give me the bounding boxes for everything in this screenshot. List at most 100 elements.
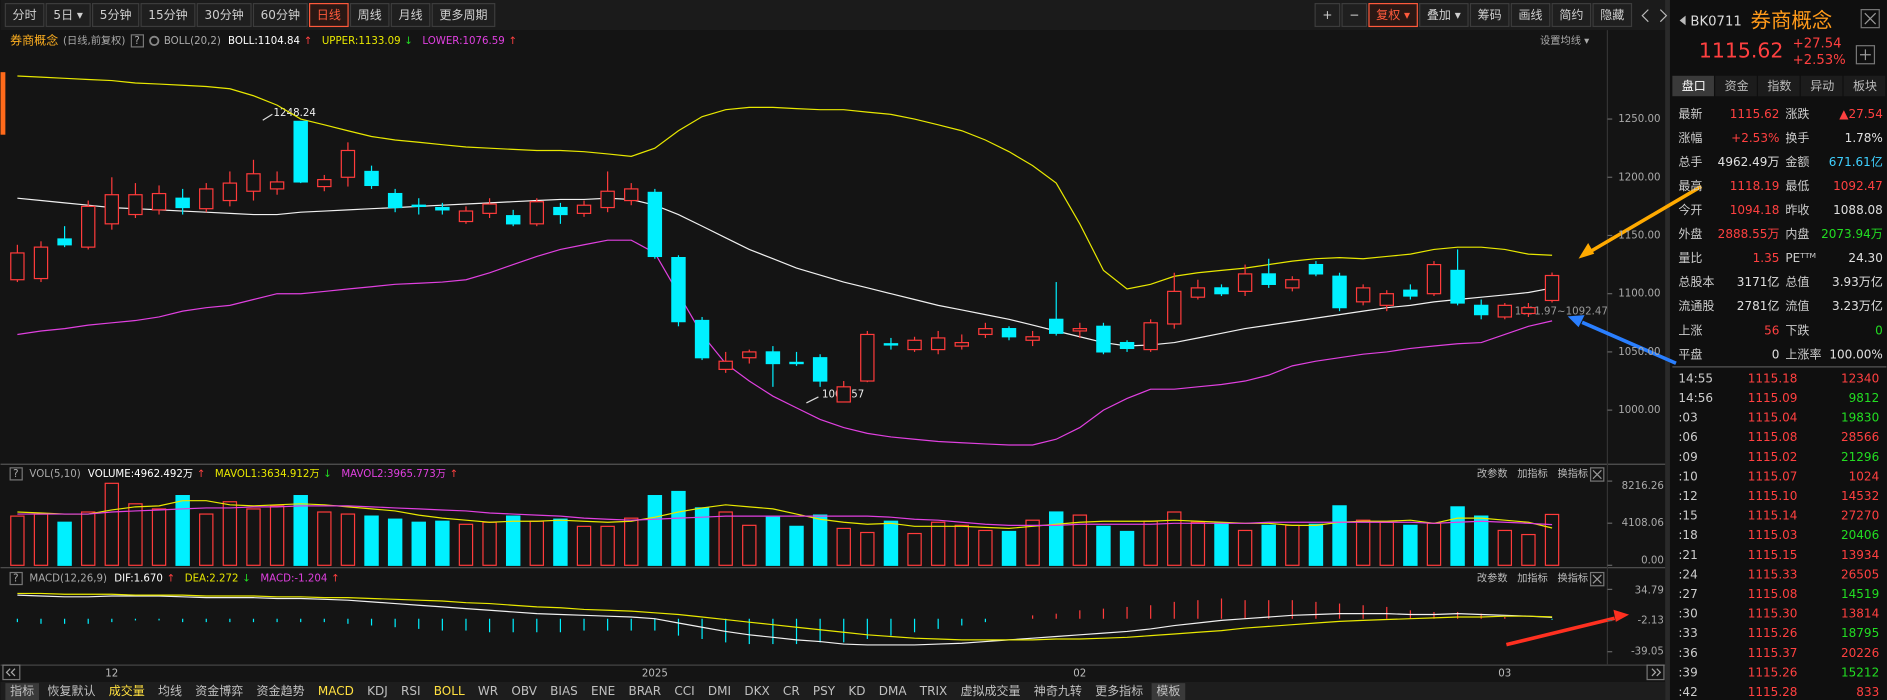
candle-body <box>293 120 308 183</box>
indicator-tab[interactable]: BOLL <box>434 684 465 698</box>
indicator-tab[interactable]: 神奇九转 <box>1034 683 1082 698</box>
panel-button[interactable]: 改参数 <box>1477 572 1508 585</box>
tool-button[interactable]: 简约 <box>1559 7 1583 22</box>
panel-button[interactable]: 加指标 <box>1517 467 1548 480</box>
panel-close[interactable] <box>1589 467 1605 482</box>
indicator-tab[interactable]: CCI <box>674 684 694 698</box>
panel-tab-label[interactable]: 指数 <box>1767 78 1791 93</box>
tool-button-frame[interactable] <box>1551 3 1592 28</box>
period-button-frame[interactable] <box>91 3 140 28</box>
panel-tab-label[interactable]: 异动 <box>1810 79 1834 93</box>
panel-tab[interactable] <box>1800 75 1843 97</box>
indicator-tab[interactable]: MACD <box>318 684 354 698</box>
indicator-tab[interactable]: TRIX <box>919 684 947 698</box>
settings-gear[interactable] <box>149 35 160 47</box>
indicator-tab[interactable]: 资金博弈 <box>195 683 243 698</box>
panel-tab-label[interactable]: 盘口 <box>1682 78 1706 93</box>
period-button[interactable]: 日线 <box>317 8 341 22</box>
indicator-tab[interactable]: PSY <box>813 684 836 698</box>
panel-close[interactable] <box>1589 571 1605 587</box>
tool-button-frame[interactable] <box>1419 3 1469 28</box>
tool-button[interactable]: 筹码 <box>1478 8 1502 22</box>
indicator-tab[interactable]: ENE <box>591 684 615 698</box>
toolbar-arrows[interactable] <box>1641 9 1668 23</box>
indicator-tab[interactable]: RSI <box>401 684 421 698</box>
indicator-tab[interactable]: BIAS <box>550 684 578 698</box>
settings-menu[interactable]: 设置均线 ▾ <box>1540 34 1590 47</box>
panel-button[interactable]: 改参数 <box>1477 467 1508 480</box>
period-button[interactable]: 周线 <box>358 8 382 22</box>
indicator-tab[interactable]: WR <box>478 684 498 698</box>
panel-button[interactable]: 加指标 <box>1517 572 1548 585</box>
tool-button[interactable]: 画线 <box>1519 8 1543 22</box>
tool-button-frame[interactable] <box>1469 3 1510 28</box>
period-button[interactable]: 月线 <box>399 8 423 22</box>
period-button[interactable]: 30分钟 <box>204 7 243 22</box>
tool-button[interactable]: − <box>1349 8 1359 22</box>
indicator-tab[interactable]: BRAR <box>628 684 661 698</box>
indicator-tab[interactable]: 更多指标 <box>1095 683 1143 698</box>
tick-price: 1115.14 <box>1748 509 1798 523</box>
volume-bar <box>151 508 167 566</box>
indicator-tab[interactable]: CR <box>783 684 800 698</box>
tick-volume: 12340 <box>1841 371 1879 385</box>
help-box[interactable] <box>9 467 23 481</box>
tool-button[interactable]: 隐藏 <box>1600 8 1624 22</box>
indicator-tab[interactable]: 虚拟成交量 <box>961 683 1021 698</box>
panel-button[interactable]: 换指标 <box>1558 467 1589 480</box>
period-button-frame[interactable] <box>390 3 431 28</box>
panel-tab[interactable] <box>1672 75 1714 97</box>
macd-line <box>17 592 1553 641</box>
indicator-tab[interactable]: 均线 <box>158 684 182 698</box>
panel-tab[interactable] <box>1758 75 1800 97</box>
help-box[interactable] <box>9 571 23 586</box>
period-button[interactable]: 分时 <box>13 8 37 22</box>
panel-tab[interactable] <box>1843 75 1886 97</box>
close-box[interactable] <box>1860 9 1880 29</box>
period-button-frame[interactable] <box>431 3 496 28</box>
period-button-frame[interactable] <box>4 3 45 28</box>
indicator-tab[interactable]: DMA <box>879 684 908 698</box>
tool-button[interactable]: + <box>1322 8 1332 22</box>
period-button[interactable]: 更多周期 <box>439 8 487 22</box>
add-box[interactable] <box>1855 45 1876 65</box>
scroll-button[interactable] <box>1646 664 1665 681</box>
tool-button-frame[interactable] <box>1368 3 1418 28</box>
panel-tab[interactable] <box>1715 75 1757 97</box>
tool-button-frame[interactable] <box>1314 3 1341 28</box>
indicator-tab[interactable]: DMI <box>708 684 731 698</box>
tick-price: 1115.33 <box>1748 567 1798 581</box>
volume-bar <box>482 521 497 566</box>
period-button[interactable]: 5分钟 <box>100 7 132 22</box>
macd-line <box>17 594 1553 646</box>
back-icon[interactable] <box>1679 15 1686 26</box>
period-button-frame[interactable] <box>45 3 91 28</box>
period-button-frame[interactable] <box>140 3 196 28</box>
period-button-frame[interactable] <box>196 3 252 28</box>
period-button[interactable]: 60分钟 <box>261 7 300 22</box>
indicator-tab[interactable]: OBV <box>511 684 537 698</box>
indicator-tab[interactable]: 模板 <box>1156 684 1180 698</box>
indicator-tab[interactable]: 资金趋势 <box>257 683 305 698</box>
tool-button-frame[interactable] <box>1510 3 1551 28</box>
indicator-tab[interactable]: KD <box>848 684 865 698</box>
panel-button[interactable]: 换指标 <box>1558 572 1589 585</box>
indicator-tab[interactable]: 成交量 <box>109 683 145 698</box>
help-box[interactable] <box>130 34 145 48</box>
tool-button-frame[interactable] <box>1592 3 1633 28</box>
indicator-tab[interactable]: 指标 <box>10 683 34 698</box>
tool-button[interactable]: 复权 ▾ <box>1376 8 1410 22</box>
period-button[interactable]: 15分钟 <box>148 7 187 22</box>
indicator-tab[interactable]: KDJ <box>367 684 388 698</box>
tool-button-frame[interactable] <box>1341 3 1368 28</box>
panel-tab-label[interactable]: 板块 <box>1853 79 1877 93</box>
tool-button[interactable]: 叠加 ▾ <box>1427 8 1461 22</box>
period-button-frame[interactable] <box>309 3 349 28</box>
indicator-tab[interactable]: 恢复默认 <box>47 683 95 698</box>
period-button-frame[interactable] <box>349 3 390 28</box>
scroll-button[interactable] <box>2 664 21 681</box>
period-button-frame[interactable] <box>252 3 308 28</box>
panel-tab-label[interactable]: 资金 <box>1725 78 1749 93</box>
period-button[interactable]: 5日 ▾ <box>53 8 83 22</box>
indicator-tab[interactable]: DKX <box>744 684 769 698</box>
